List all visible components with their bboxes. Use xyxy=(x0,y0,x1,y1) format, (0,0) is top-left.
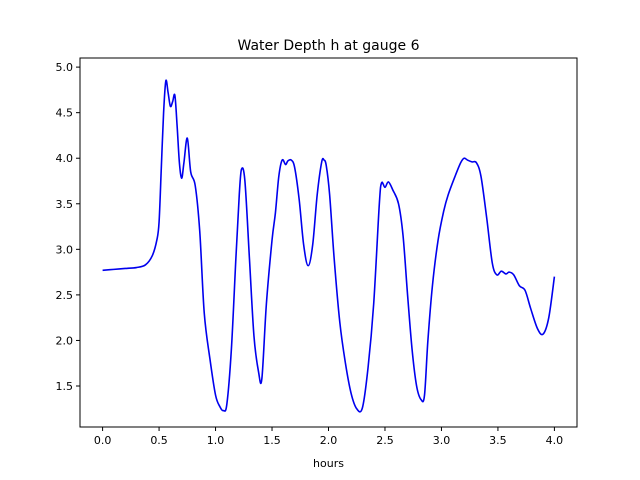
axes-frame xyxy=(79,57,578,428)
x-tick-label: 3.5 xyxy=(489,434,507,447)
y-axis: 1.5 2.0 2.5 3.0 3.5 4.0 4.5 5.0 xyxy=(56,61,80,393)
plot-area xyxy=(102,79,556,413)
y-tick-label: 1.5 xyxy=(56,380,74,393)
chart-title: Water Depth h at gauge 6 xyxy=(238,38,420,54)
x-tick-label: 4.0 xyxy=(546,434,564,447)
x-tick-label: 0.5 xyxy=(150,434,168,447)
x-axis: 0.0 0.5 1.0 1.5 2.0 2.5 3.0 3.5 4.0 xyxy=(94,427,563,447)
x-tick-label: 2.5 xyxy=(376,434,394,447)
x-tick-label: 1.5 xyxy=(263,434,281,447)
x-tick-label: 3.0 xyxy=(433,434,451,447)
x-tick-label: 0.0 xyxy=(94,434,112,447)
y-tick-label: 2.0 xyxy=(56,334,74,347)
y-tick-label: 4.5 xyxy=(56,107,74,120)
series-line xyxy=(102,79,556,413)
x-axis-label: hours xyxy=(313,457,344,470)
y-tick-label: 2.5 xyxy=(56,289,74,302)
x-tick-label: 1.0 xyxy=(207,434,225,447)
y-tick-label: 5.0 xyxy=(56,61,74,74)
y-tick-label: 3.0 xyxy=(56,243,74,256)
x-tick-label: 2.0 xyxy=(320,434,338,447)
y-tick-label: 3.5 xyxy=(56,198,74,211)
y-tick-label: 4.0 xyxy=(56,152,74,165)
